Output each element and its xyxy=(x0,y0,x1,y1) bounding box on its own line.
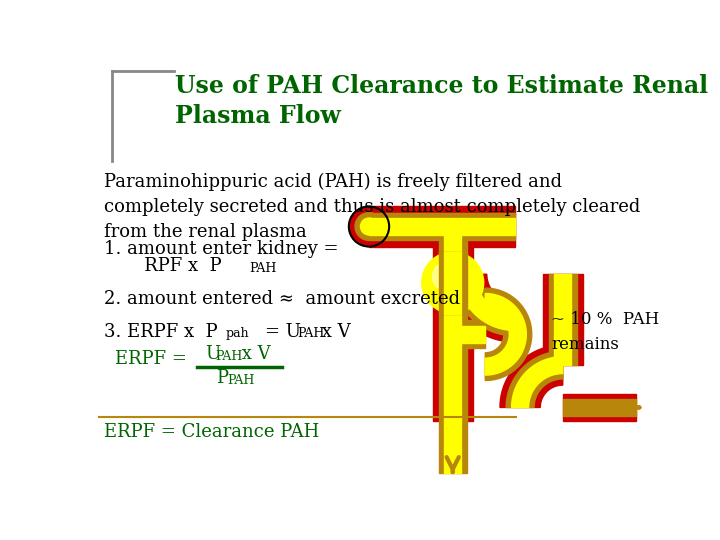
Text: PAH: PAH xyxy=(215,350,243,363)
Text: x V: x V xyxy=(235,345,270,363)
Text: PAH: PAH xyxy=(250,262,277,275)
Bar xyxy=(444,421,462,473)
Text: 1. amount enter kidney =: 1. amount enter kidney = xyxy=(104,240,338,258)
Polygon shape xyxy=(506,351,563,408)
Polygon shape xyxy=(446,274,515,342)
Bar xyxy=(369,218,515,235)
Text: U: U xyxy=(204,345,220,363)
Bar xyxy=(369,206,515,247)
Polygon shape xyxy=(500,345,563,408)
Text: ERPF = Clearance PAH: ERPF = Clearance PAH xyxy=(104,423,319,441)
Circle shape xyxy=(422,252,484,314)
Circle shape xyxy=(433,262,461,291)
Text: Paraminohippuric acid (PAH) is freely filtered and
completely secreted and thus : Paraminohippuric acid (PAH) is freely fi… xyxy=(104,173,640,241)
Text: = U: = U xyxy=(242,323,301,341)
Bar xyxy=(554,274,571,365)
Bar xyxy=(438,421,467,473)
Text: RPF x  P: RPF x P xyxy=(104,257,222,275)
Polygon shape xyxy=(453,274,515,336)
Polygon shape xyxy=(458,274,515,330)
Bar xyxy=(563,399,636,416)
Bar xyxy=(444,252,462,314)
Bar xyxy=(543,274,583,365)
Bar xyxy=(563,394,636,421)
Polygon shape xyxy=(485,294,526,375)
Circle shape xyxy=(355,213,383,240)
Text: pah: pah xyxy=(225,327,249,340)
Circle shape xyxy=(349,206,389,247)
Bar xyxy=(438,252,467,314)
Text: P: P xyxy=(216,369,228,387)
Text: ~ 10 %  PAH
remains: ~ 10 % PAH remains xyxy=(551,311,660,353)
Text: PAH: PAH xyxy=(228,374,255,387)
Text: Use of PAH Clearance to Estimate Renal
Plasma Flow: Use of PAH Clearance to Estimate Renal P… xyxy=(175,74,708,128)
Bar xyxy=(369,213,515,240)
Bar xyxy=(433,226,473,421)
Bar xyxy=(549,274,577,365)
Bar xyxy=(453,326,485,343)
Text: 3. ERPF x  P: 3. ERPF x P xyxy=(104,323,217,341)
Text: PAH: PAH xyxy=(297,327,324,340)
Bar xyxy=(453,320,485,348)
Polygon shape xyxy=(485,288,532,381)
Polygon shape xyxy=(512,356,563,408)
Bar xyxy=(438,226,467,421)
Text: 2. amount entered ≈  amount excreted: 2. amount entered ≈ amount excreted xyxy=(104,291,460,308)
Circle shape xyxy=(361,218,377,235)
Bar xyxy=(444,226,462,421)
Text: ERPF =: ERPF = xyxy=(114,350,192,368)
Text: x V: x V xyxy=(315,323,350,341)
